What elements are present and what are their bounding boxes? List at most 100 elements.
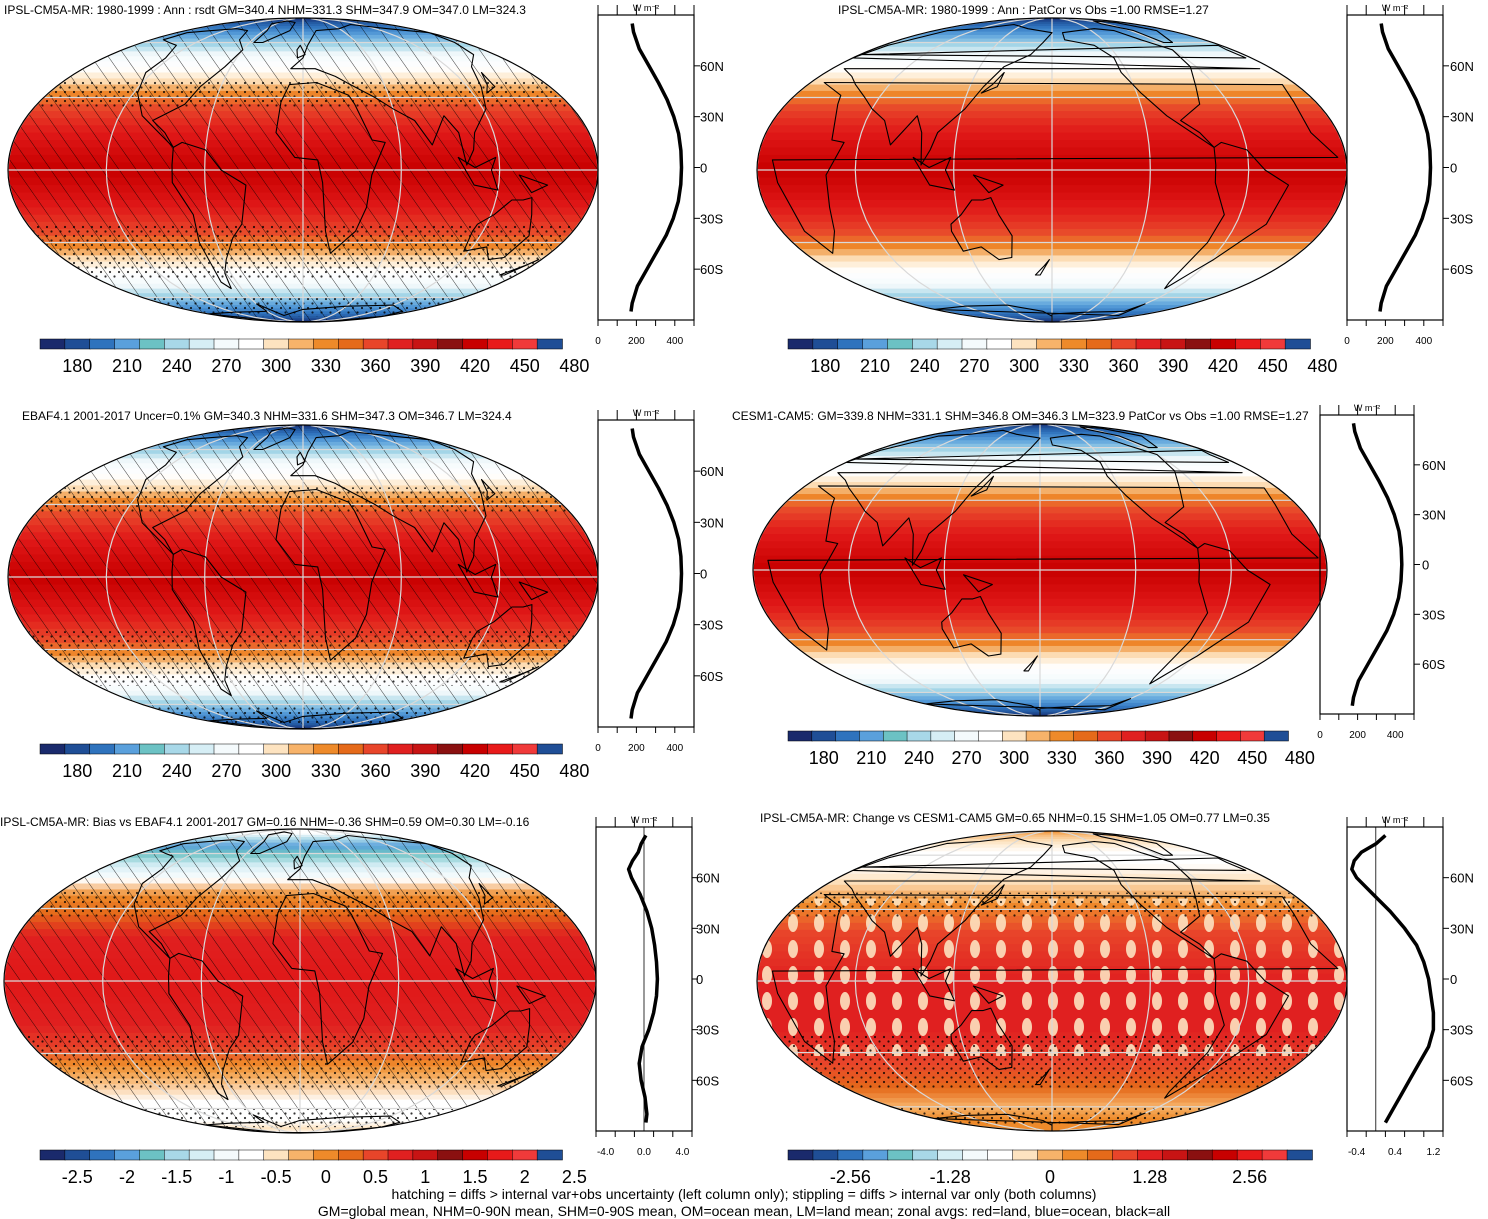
colorbar-swatch: [787, 1149, 814, 1161]
colorbar-label: 330: [311, 356, 341, 376]
lat-label: 30S: [696, 1023, 719, 1038]
coastline: [843, 23, 1261, 166]
coastline: [250, 831, 293, 855]
coastline: [478, 882, 494, 905]
colorbar-label: 210: [860, 356, 890, 376]
coastline: [972, 985, 1004, 1004]
colorbar-label: 420: [460, 761, 490, 781]
colorbar-label: -1.5: [161, 1167, 192, 1187]
map: [757, 18, 1347, 322]
colorbar-swatch: [912, 1149, 939, 1161]
colorbar: 180 210 240 270 300 330 360 390 420 450 480: [39, 338, 589, 376]
coastline: [904, 557, 946, 590]
colorbar-swatch: [487, 338, 514, 350]
colorbar-swatch: [862, 338, 889, 350]
panel-title: IPSL-CM5A-MR: 1980-1999 : Ann : rsdt GM=…: [4, 3, 526, 17]
colorbar: 180 210 240 270 300 330 360 390 420 450 480: [787, 730, 1315, 768]
coastline: [950, 197, 1013, 261]
colorbar-swatch: [1185, 338, 1212, 350]
colorbar-swatch: [487, 743, 514, 755]
colorbar-label: 0: [1045, 1167, 1055, 1187]
colorbar-label: 450: [510, 356, 540, 376]
colorbar-swatch: [887, 1149, 914, 1161]
lat-label: 60N: [1450, 59, 1474, 74]
coastline: [516, 985, 546, 1005]
zonal-x-label: 0: [1317, 730, 1323, 741]
colorbar-swatch: [1186, 1149, 1213, 1161]
coastline: [287, 834, 485, 977]
colorbar-swatch: [954, 730, 980, 742]
lat-label: 30S: [1450, 211, 1473, 226]
zonal-panel: W m⁻² 60N 30N 0 30S 60S 0 200 400: [595, 408, 724, 754]
colorbar-swatch: [288, 743, 315, 755]
zonal-x-label: 400: [1387, 730, 1404, 741]
coastline: [296, 44, 306, 59]
zonal-x-label: -4.0: [597, 1147, 615, 1158]
colorbar-label: 390: [1158, 356, 1188, 376]
colorbar-swatch: [64, 338, 91, 350]
zonal-mean-line: [626, 834, 660, 1123]
colorbar-swatch: [362, 743, 389, 755]
coastline: [837, 429, 1243, 566]
map-border: [752, 423, 1328, 717]
colorbar-swatch: [936, 338, 963, 350]
colorbar-swatch: [1144, 730, 1170, 742]
colorbar-swatch: [338, 338, 364, 350]
colorbar-label: 390: [410, 356, 440, 376]
colorbar-label: 420: [1190, 748, 1220, 768]
lat-label: 60N: [696, 871, 720, 886]
colorbar-swatch: [1121, 730, 1146, 742]
colorbar-label: 480: [559, 761, 589, 781]
coastline: [275, 488, 386, 661]
coastline: [518, 174, 549, 194]
lat-label: 60N: [700, 464, 724, 479]
colorbar-label: 240: [162, 356, 192, 376]
panel-title: CESM1-CAM5: GM=339.8 NHM=331.1 SHM=346.8…: [732, 409, 1309, 423]
coastline: [1061, 840, 1215, 960]
zonal-x-label: 400: [666, 336, 683, 347]
colorbar-swatch: [89, 743, 116, 755]
colorbar-label: 330: [311, 761, 341, 781]
colorbar-label: 240: [910, 356, 940, 376]
colorbar-label: 450: [1237, 748, 1267, 768]
lat-label: 60N: [1422, 458, 1446, 473]
colorbar-swatch: [188, 338, 215, 350]
colorbar-swatch: [387, 1149, 414, 1161]
colorbar-label: 420: [1208, 356, 1238, 376]
zonal-panel: W m⁻² 60N 30N 0 30S 60S -0.4 0.4 1.2: [1346, 815, 1474, 1158]
colorbar-swatch: [1087, 1149, 1114, 1161]
coastline: [463, 197, 533, 261]
colorbar-swatch: [39, 338, 66, 350]
colorbar-swatch: [812, 338, 839, 350]
zonal-x-label: 0.4: [1388, 1147, 1402, 1158]
coastline: [167, 952, 244, 1101]
footer-note-1: hatching = diffs > internal var+obs unce…: [391, 1186, 1097, 1202]
lat-label: 60S: [1422, 657, 1445, 672]
colorbar-swatch: [1235, 338, 1262, 350]
colorbar-swatch: [462, 338, 489, 350]
panel-p6: IPSL-CM5A-MR: Change vs CESM1-CAM5 GM=0.…: [756, 811, 1474, 1187]
zonal-panel: W m⁻² 60N 30N 0 30S 60S 0 200 400: [1344, 3, 1474, 347]
colorbar-label: 330: [1047, 748, 1077, 768]
zonal-unit: W m⁻²: [1382, 815, 1408, 825]
panel-p4: CESM1-CAM5: GM=339.8 NHM=331.1 SHM=346.8…: [732, 403, 1446, 768]
colorbar-swatch: [787, 730, 813, 742]
colorbar-label: 300: [999, 748, 1029, 768]
coastline: [933, 303, 1146, 322]
colorbar-swatch: [1263, 730, 1289, 742]
coastline: [941, 595, 1002, 657]
colorbar-swatch: [1073, 730, 1099, 742]
zonal-x-label: 0.0: [637, 1147, 651, 1158]
colorbar-swatch: [1097, 730, 1123, 742]
colorbar-label: 0: [321, 1167, 331, 1187]
colorbar-swatch: [313, 1149, 340, 1161]
colorbar-label: 180: [62, 356, 92, 376]
colorbar-swatch: [462, 1149, 489, 1161]
colorbar-swatch: [536, 1149, 563, 1161]
zonal-panel: W m⁻² 60N 30N 0 30S 60S 0 200 400: [1317, 403, 1446, 741]
colorbar-swatch: [1025, 730, 1051, 742]
lat-label: 60S: [1450, 262, 1473, 277]
colorbar-label: 2: [520, 1167, 530, 1187]
colorbar-label: 390: [1142, 748, 1172, 768]
